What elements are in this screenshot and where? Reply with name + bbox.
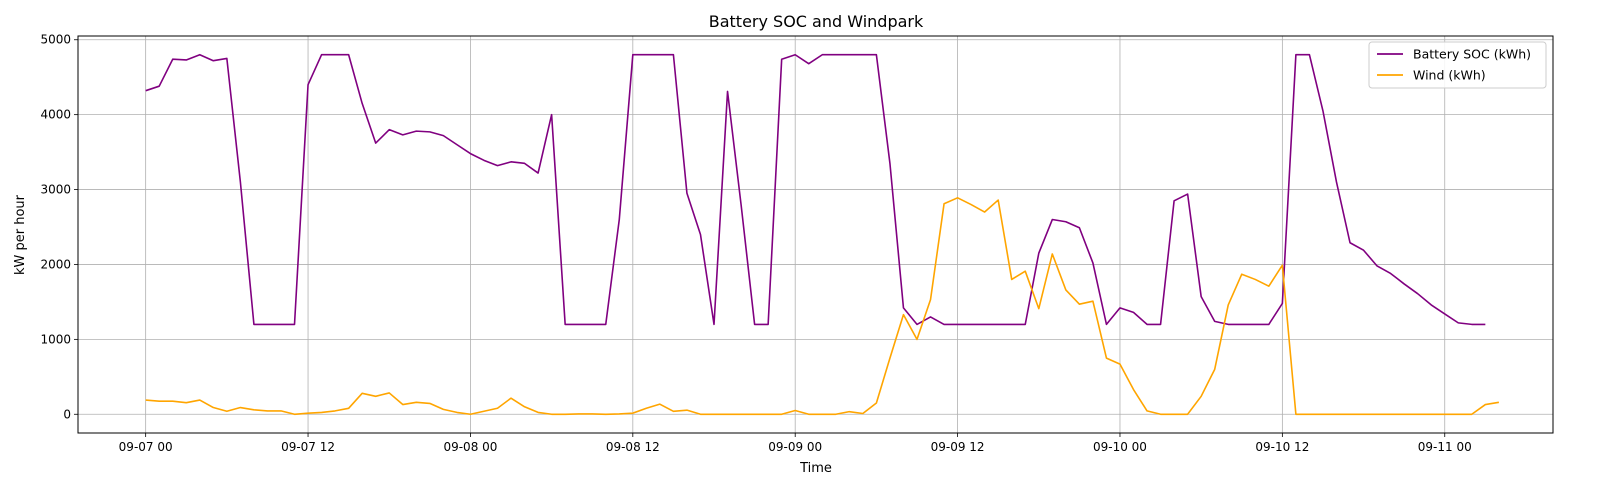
y-axis: 0 1000 2000 3000 4000 5000: [40, 33, 78, 421]
plot-frame: [77, 35, 1554, 434]
x-axis-title: Time: [799, 461, 832, 476]
x-tick-label: 09-08 12: [606, 440, 660, 454]
y-tick-label: 5000: [40, 33, 71, 47]
legend-label-0: Battery SOC (kWh): [1413, 47, 1531, 62]
series-line-1: [145, 197, 1500, 416]
y-tick-label: 4000: [40, 108, 71, 122]
y-tick-label: 3000: [40, 183, 71, 197]
y-axis-title: kW per hour: [13, 194, 28, 275]
x-tick-label: 09-11 00: [1418, 440, 1472, 454]
x-tick-label: 09-07 00: [119, 440, 173, 454]
x-tick-label: 09-08 00: [443, 440, 497, 454]
x-tick-label: 09-09 00: [768, 440, 822, 454]
y-tick-label: 1000: [40, 332, 71, 346]
legend: Battery SOC (kWh) Wind (kWh): [1368, 41, 1547, 89]
x-tick-label: 09-07 12: [281, 440, 335, 454]
x-axis: 09-07 00 09-07 12 09-08 00 09-08 12 09-09 00…: [119, 433, 1472, 454]
series-line-0: [145, 53, 1486, 326]
y-tick-label: 2000: [40, 257, 71, 271]
x-tick-label: 09-10 12: [1255, 440, 1309, 454]
legend-label-1: Wind (kWh): [1413, 68, 1486, 83]
x-tick-label: 09-09 12: [931, 440, 985, 454]
legend-box: [1368, 41, 1547, 89]
chart-title: Battery SOC and Windpark: [709, 12, 924, 31]
x-tick-label: 09-10 00: [1093, 440, 1147, 454]
series-layer: [145, 53, 1500, 416]
y-tick-label: 0: [63, 407, 71, 421]
